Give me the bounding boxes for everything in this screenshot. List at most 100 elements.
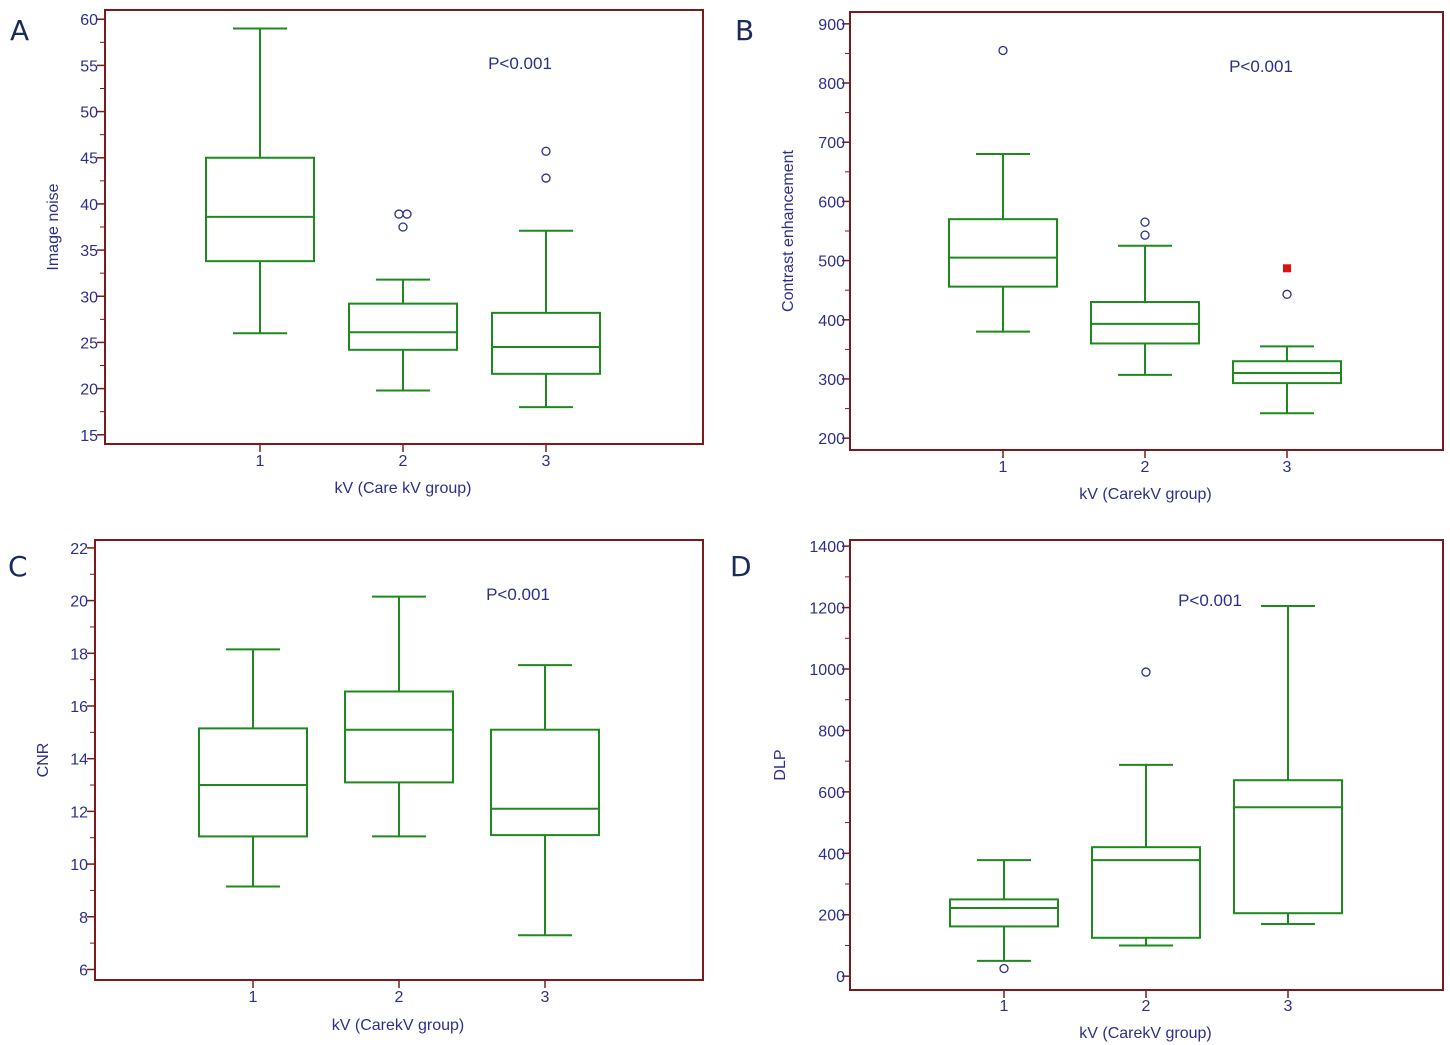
panel-a: A 15 20 25 30 35 40 45 50 55 60 1 2 3 kV (Care kV gro… [0, 0, 725, 520]
y-tick-label: 18 [70, 646, 88, 663]
x-tick-label: 3 [1283, 459, 1292, 476]
panel-label: D [730, 550, 752, 583]
y-axis-label: DLP [772, 749, 789, 780]
y-tick-label: 8 [79, 910, 88, 927]
x-tick-label: 1 [256, 453, 265, 470]
y-axis-label: Image noise [45, 183, 62, 270]
box-group [205, 27, 315, 335]
y-tick-label: 200 [818, 431, 845, 448]
y-tick-label: 12 [70, 804, 88, 821]
panel-label: A [10, 14, 30, 47]
outlier-point [1140, 217, 1150, 227]
y-tick-label: 16 [70, 699, 88, 716]
x-tick-label: 3 [542, 453, 551, 470]
y-tick-label: 1400 [809, 539, 845, 556]
outlier-point [999, 963, 1009, 974]
y-tick-label: 500 [818, 254, 845, 271]
x-tick-label: 3 [1284, 998, 1293, 1015]
far-outlier-point [1283, 264, 1291, 273]
y-tick-label: 1200 [809, 601, 845, 618]
y-tick-label: 45 [80, 151, 98, 168]
iqr-box [1090, 301, 1200, 345]
x-axis-label: kV (CarekV group) [1079, 486, 1212, 503]
y-tick-label: 55 [80, 58, 98, 75]
box-group [490, 664, 600, 937]
y-axis-label: Contrast enhancement [780, 150, 797, 312]
y-tick-label: 20 [70, 594, 88, 611]
box-group [344, 595, 454, 838]
outlier-point [541, 146, 551, 156]
y-tick-label: 50 [80, 105, 98, 122]
iqr-box [198, 727, 308, 838]
outlier-point [998, 45, 1008, 56]
x-axis-label: kV (Care kV group) [335, 480, 472, 497]
iqr-box [348, 302, 458, 351]
x-axis-label: kV (CarekV group) [1079, 1025, 1212, 1042]
x-tick-label: 1 [249, 989, 258, 1006]
y-tick-label: 300 [818, 372, 845, 389]
y-tick-label: 40 [80, 197, 98, 214]
box-group [348, 209, 458, 392]
x-tick-label: 1 [1000, 998, 1009, 1015]
box-group [1233, 605, 1343, 925]
y-tick-label: 20 [80, 382, 98, 399]
outlier-point [541, 173, 551, 183]
y-tick-label: 22 [70, 541, 88, 558]
y-tick-label: 60 [80, 12, 98, 29]
outlier-point [1141, 667, 1151, 677]
iqr-box [344, 690, 454, 784]
y-tick-label: 35 [80, 243, 98, 260]
outlier-point [402, 209, 412, 219]
y-tick-label: 400 [818, 846, 845, 863]
y-tick-label: 30 [80, 289, 98, 306]
iqr-box [948, 218, 1058, 288]
iqr-box [1233, 779, 1343, 915]
y-tick-label: 10 [70, 857, 88, 874]
x-tick-label: 1 [999, 459, 1008, 476]
y-tick-label: 600 [818, 194, 845, 211]
panel-d: D 0 200 400 600 800 1000 1200 1400 1 2 3 kV (CarekV… [725, 520, 1450, 1045]
iqr-box [491, 311, 601, 375]
panel-label: C [8, 550, 28, 583]
x-tick-label: 2 [1142, 998, 1151, 1015]
x-tick-label: 2 [1141, 459, 1150, 476]
y-tick-label: 15 [80, 428, 98, 445]
box-plot-dlp: 0 200 400 600 800 1000 1200 1400 1 2 3 kV (CarekV g… [772, 539, 1444, 1042]
iqr-box [1091, 846, 1201, 939]
p-value-annotation: P<0.001 [488, 54, 552, 73]
y-tick-label: 400 [818, 313, 845, 330]
x-tick-label: 3 [541, 989, 550, 1006]
box-group [948, 45, 1058, 333]
box-group [1232, 264, 1342, 415]
y-tick-label: 700 [818, 135, 845, 152]
y-tick-label: 6 [79, 962, 88, 979]
box-group [198, 648, 308, 888]
y-tick-label: 14 [70, 752, 88, 769]
box-plot-image-noise: 15 20 25 30 35 40 45 50 55 60 1 2 3 kV (Care kV group… [45, 9, 704, 497]
y-tick-label: 800 [818, 723, 845, 740]
x-axis-label: kV (CarekV group) [332, 1017, 465, 1034]
y-tick-label: 600 [818, 785, 845, 802]
box-group [949, 859, 1059, 974]
outlier-point [398, 222, 408, 232]
box-group [1091, 667, 1201, 947]
panel-label: B [735, 14, 755, 47]
iqr-box [949, 898, 1059, 928]
p-value-annotation: P<0.001 [1178, 591, 1242, 610]
box-plot-contrast-enhancement: 200 300 400 500 600 700 800 900 1 2 3 kV (CarekV gr… [780, 11, 1444, 503]
y-tick-label: 25 [80, 335, 98, 352]
box-group [491, 146, 601, 409]
y-tick-label: 800 [818, 76, 845, 93]
outlier-point [1140, 230, 1150, 240]
panel-c: C 6 8 10 12 14 16 18 20 22 1 2 3 kV (CarekV group) CN… [0, 520, 725, 1045]
x-tick-label: 2 [399, 453, 408, 470]
outlier-point [394, 209, 404, 219]
y-tick-label: 900 [818, 17, 845, 34]
outlier-point [1282, 289, 1292, 299]
iqr-box [205, 156, 315, 263]
p-value-annotation: P<0.001 [486, 585, 550, 604]
x-tick-label: 2 [395, 989, 404, 1006]
y-tick-label: 200 [818, 908, 845, 925]
panel-b: B 200 300 400 500 600 700 800 900 1 2 3 kV (CarekV … [725, 0, 1450, 520]
